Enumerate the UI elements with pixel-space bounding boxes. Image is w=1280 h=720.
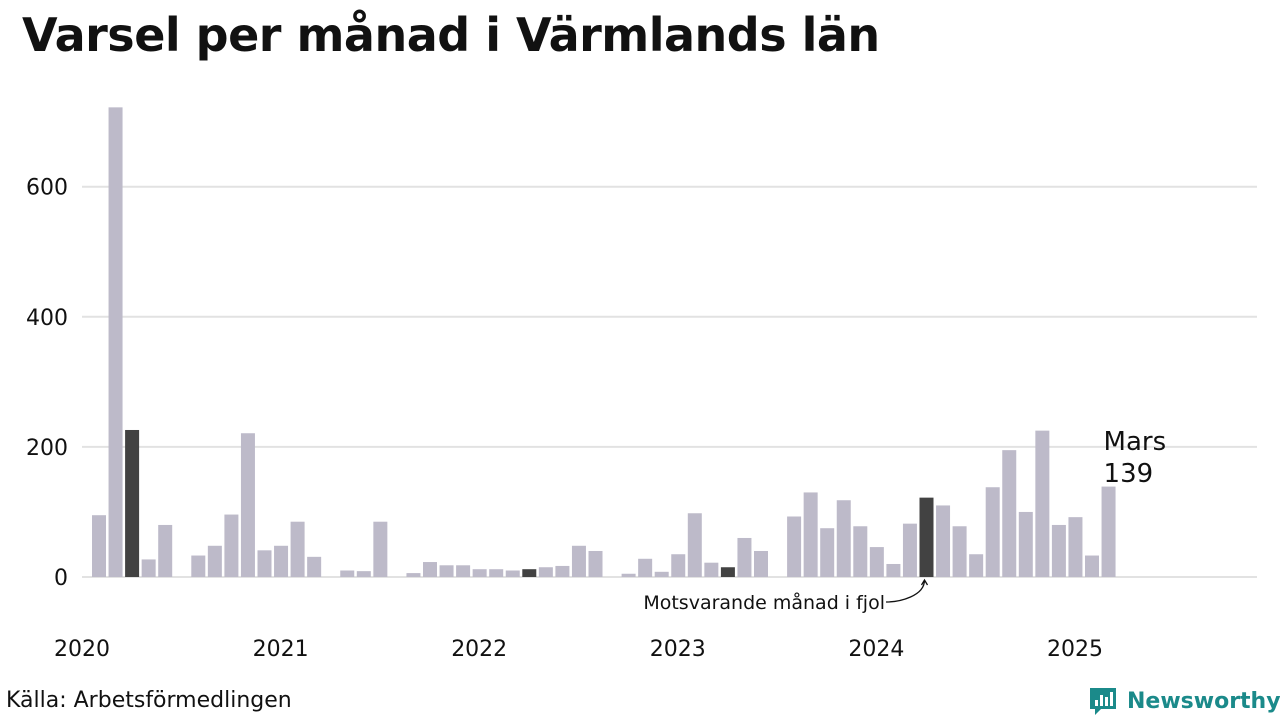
annotation-arrow [885,578,929,603]
bar [1068,517,1083,577]
bar [92,515,106,577]
bar [274,545,289,577]
bar [456,565,471,577]
bar [654,571,669,577]
bar [207,545,222,577]
bar [836,500,851,577]
y-axis-tick-labels: 0 200 400 600 [26,176,68,591]
bar [158,524,173,577]
current-value-label: 139 [1104,459,1154,489]
bar [489,569,504,577]
bar [373,521,388,577]
bar [423,562,437,577]
bar-chart-speech-bubble-icon [1090,688,1116,715]
bar [969,554,984,577]
bar [108,107,123,578]
bars [92,107,1116,578]
bar [1051,524,1066,577]
y-tick-label: 600 [26,176,68,201]
same-month-last-year-label: Motsvarande månad i fjol [643,591,885,614]
bar [638,558,653,577]
current-month-label: Mars [1104,427,1167,457]
bar [687,513,702,577]
bar [704,562,719,577]
bar [621,573,636,577]
bar [538,567,553,577]
bar [1035,430,1050,577]
brand-name: Newsworthy [1127,688,1280,714]
bar [356,571,371,577]
bar [919,497,934,577]
x-tick-label: 2021 [253,637,309,662]
annotations: Mars 139 Motsvarande månad i fjol [643,427,1166,614]
bar [555,565,570,577]
bar [439,565,454,577]
bar [803,492,818,577]
chart-title: Varsel per månad i Värmlands län [22,8,880,62]
bar [720,567,735,577]
bar [588,550,603,577]
bar [406,573,421,577]
bar [886,563,901,577]
bar [936,505,951,577]
bar [869,547,884,577]
bar [985,487,1000,577]
x-axis-tick-labels: 2020 2021 2022 2023 2024 2025 [54,637,1103,662]
bar [191,555,206,577]
brand-logo: Newsworthy [1087,684,1280,718]
bar [340,570,355,577]
source-note: Källa: Arbetsförmedlingen [6,688,292,713]
bar [787,516,802,577]
bar [1101,486,1116,577]
x-tick-label: 2023 [650,637,706,662]
bar [307,556,322,577]
bar [671,554,686,577]
bar [505,570,520,577]
bar [224,514,239,577]
bar [853,526,868,577]
bar [472,569,487,577]
y-tick-label: 0 [54,566,68,591]
bar [141,559,156,577]
bar [1085,555,1099,577]
bar [257,550,272,577]
bar [820,528,835,577]
x-tick-label: 2025 [1047,637,1103,662]
bar [522,569,537,577]
bar [125,429,140,577]
bar [902,523,917,577]
bar [1018,511,1033,577]
x-tick-label: 2022 [451,637,507,662]
y-tick-label: 400 [26,306,68,331]
y-tick-label: 200 [26,436,68,461]
bar [754,550,768,577]
bar [571,545,586,577]
bar [952,526,967,577]
bar [290,521,305,577]
x-tick-label: 2020 [54,637,110,662]
bar [737,537,752,577]
bar [1002,450,1017,577]
x-tick-label: 2024 [848,637,904,662]
bar [240,433,255,577]
